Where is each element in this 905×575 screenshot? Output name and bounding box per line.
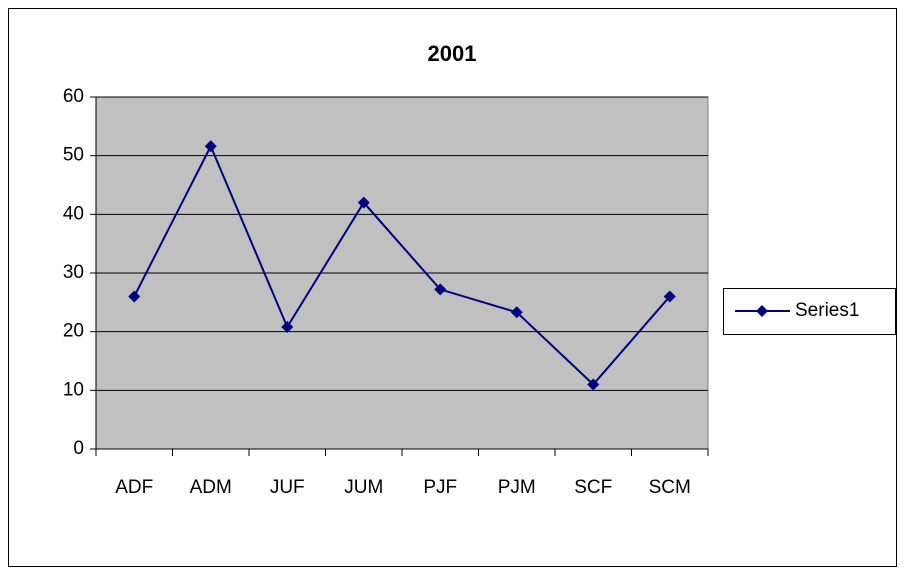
data-point xyxy=(128,290,141,303)
series-line xyxy=(133,143,671,386)
x-tick-label: PJM xyxy=(498,477,536,498)
y-tick-label: 50 xyxy=(63,145,84,166)
x-tick-label: JUM xyxy=(344,477,383,498)
legend-label: Series1 xyxy=(795,300,859,321)
x-tick-label: JUF xyxy=(270,477,305,498)
y-tick-label: 40 xyxy=(63,203,84,224)
y-tick-label: 60 xyxy=(63,86,84,107)
y-tick-label: 20 xyxy=(63,321,84,342)
y-tick-label: 30 xyxy=(63,262,84,283)
data-point xyxy=(434,283,447,296)
data-point xyxy=(663,290,676,303)
x-tick-label: SCM xyxy=(649,477,691,498)
x-tick-label: ADM xyxy=(190,477,232,498)
y-tick-label: 10 xyxy=(63,379,84,400)
legend-marker xyxy=(756,305,768,317)
data-point xyxy=(510,306,523,319)
data-point xyxy=(587,378,600,391)
x-tick-label: ADF xyxy=(115,477,153,498)
data-point xyxy=(357,196,370,209)
chart-title: 2001 xyxy=(428,41,477,66)
data-point xyxy=(281,320,294,333)
y-tick-label: 0 xyxy=(73,438,84,459)
x-tick-label: SCF xyxy=(574,477,612,498)
data-point xyxy=(204,140,217,153)
x-tick-label: PJF xyxy=(423,477,457,498)
